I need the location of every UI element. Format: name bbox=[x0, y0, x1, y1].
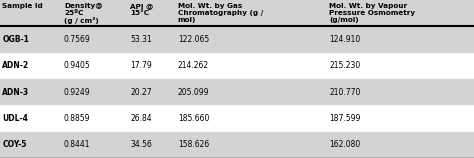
Bar bbox=[0, 79, 62, 105]
Bar bbox=[175, 132, 327, 158]
Text: Density@
25ºC
(g / cm³): Density@ 25ºC (g / cm³) bbox=[64, 3, 102, 24]
Bar bbox=[128, 132, 175, 158]
Text: 158.626: 158.626 bbox=[178, 140, 209, 149]
Bar bbox=[62, 132, 128, 158]
Text: 210.770: 210.770 bbox=[329, 88, 361, 97]
Bar bbox=[0, 26, 62, 53]
Text: 215.230: 215.230 bbox=[329, 61, 361, 70]
Text: 187.599: 187.599 bbox=[329, 114, 361, 123]
Bar bbox=[128, 105, 175, 132]
Text: 0.9249: 0.9249 bbox=[64, 88, 91, 97]
Bar bbox=[62, 0, 128, 26]
Bar bbox=[0, 132, 62, 158]
Text: Sample Id: Sample Id bbox=[2, 3, 43, 9]
Bar bbox=[175, 79, 327, 105]
Text: 53.31: 53.31 bbox=[130, 35, 152, 44]
Bar bbox=[327, 26, 474, 53]
Text: 17.79: 17.79 bbox=[130, 61, 152, 70]
Text: 185.660: 185.660 bbox=[178, 114, 209, 123]
Bar bbox=[0, 53, 62, 79]
Bar bbox=[327, 53, 474, 79]
Text: 0.7569: 0.7569 bbox=[64, 35, 91, 44]
Text: 162.080: 162.080 bbox=[329, 140, 361, 149]
Text: 0.8859: 0.8859 bbox=[64, 114, 91, 123]
Bar bbox=[327, 132, 474, 158]
Bar bbox=[175, 0, 327, 26]
Text: COY-5: COY-5 bbox=[2, 140, 27, 149]
Bar bbox=[175, 26, 327, 53]
Bar bbox=[62, 53, 128, 79]
Text: 34.56: 34.56 bbox=[130, 140, 152, 149]
Bar bbox=[62, 26, 128, 53]
Bar bbox=[62, 79, 128, 105]
Bar bbox=[175, 53, 327, 79]
Text: API @
15°C: API @ 15°C bbox=[130, 3, 154, 16]
Text: OGB-1: OGB-1 bbox=[2, 35, 29, 44]
Text: 205.099: 205.099 bbox=[178, 88, 209, 97]
Bar bbox=[128, 0, 175, 26]
Text: 214.262: 214.262 bbox=[178, 61, 209, 70]
Bar bbox=[128, 79, 175, 105]
Text: ADN-3: ADN-3 bbox=[2, 88, 29, 97]
Bar bbox=[0, 0, 62, 26]
Text: 124.910: 124.910 bbox=[329, 35, 361, 44]
Text: UDL-4: UDL-4 bbox=[2, 114, 28, 123]
Bar bbox=[62, 105, 128, 132]
Bar bbox=[327, 79, 474, 105]
Text: 26.84: 26.84 bbox=[130, 114, 152, 123]
Text: 122.065: 122.065 bbox=[178, 35, 209, 44]
Bar bbox=[327, 0, 474, 26]
Text: ADN-2: ADN-2 bbox=[2, 61, 29, 70]
Text: Mol. Wt. by Vapour
Pressure Osmometry
(g/mol): Mol. Wt. by Vapour Pressure Osmometry (g… bbox=[329, 3, 416, 23]
Bar bbox=[128, 53, 175, 79]
Text: 0.8441: 0.8441 bbox=[64, 140, 91, 149]
Text: Mol. Wt. by Gas
Chromatography (g /
mol): Mol. Wt. by Gas Chromatography (g / mol) bbox=[178, 3, 263, 23]
Bar bbox=[0, 105, 62, 132]
Text: 0.9405: 0.9405 bbox=[64, 61, 91, 70]
Bar bbox=[175, 105, 327, 132]
Bar bbox=[128, 26, 175, 53]
Bar bbox=[327, 105, 474, 132]
Text: 20.27: 20.27 bbox=[130, 88, 152, 97]
